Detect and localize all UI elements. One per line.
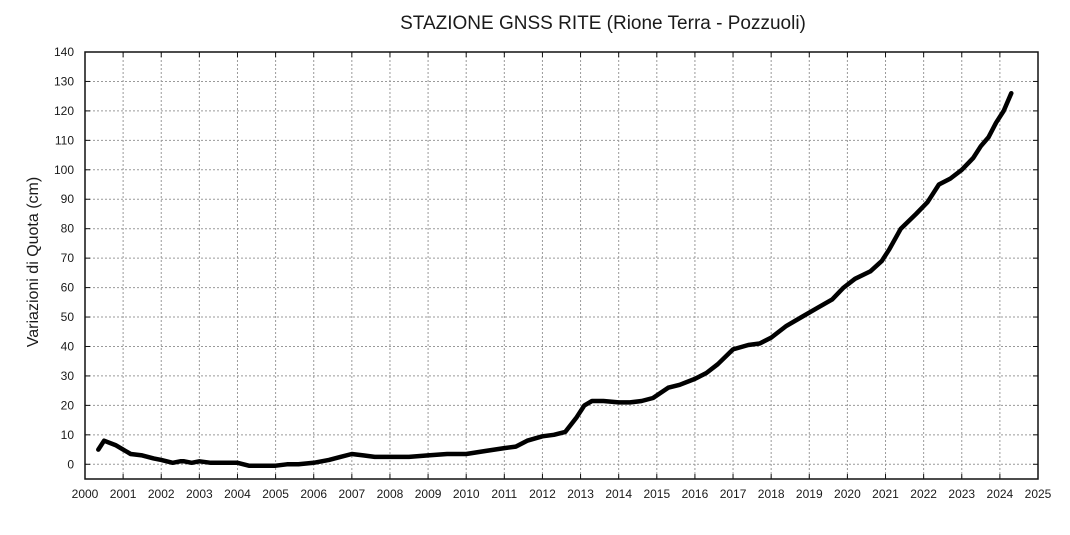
x-tick-label: 2010 bbox=[453, 487, 480, 501]
y-tick-label: 60 bbox=[61, 281, 75, 295]
grid bbox=[84, 51, 1039, 479]
x-tick-label: 2007 bbox=[338, 487, 365, 501]
x-tick-label: 2014 bbox=[605, 487, 632, 501]
x-tick-label: 2021 bbox=[872, 487, 899, 501]
y-tick-label: 40 bbox=[61, 339, 75, 353]
axis-ticks: 2000 2001 2002 2003 2004 2005 2006 2007 2008 2009… bbox=[54, 45, 1052, 501]
x-tick-label: 2019 bbox=[796, 487, 823, 501]
x-tick-label: 2011 bbox=[491, 487, 517, 501]
y-tick-label: 120 bbox=[54, 104, 74, 118]
x-tick-label: 2016 bbox=[682, 487, 709, 501]
chart-title: STAZIONE GNSS RITE (Rione Terra - Pozzuo… bbox=[400, 13, 806, 34]
y-tick-label: 0 bbox=[67, 457, 74, 471]
x-tick-label: 2017 bbox=[720, 487, 747, 501]
y-tick-label: 110 bbox=[55, 133, 74, 147]
x-tick-label: 2013 bbox=[567, 487, 594, 501]
x-tick-label: 2005 bbox=[262, 487, 289, 501]
x-tick-label: 2023 bbox=[948, 487, 975, 501]
y-tick-label: 20 bbox=[61, 398, 75, 412]
y-tick-label: 90 bbox=[61, 192, 75, 206]
x-tick-label: 2006 bbox=[300, 487, 327, 501]
x-tick-label: 2012 bbox=[529, 487, 556, 501]
x-tick-label: 2008 bbox=[377, 487, 404, 501]
y-tick-label: 30 bbox=[61, 369, 75, 383]
plot-frame bbox=[84, 51, 1039, 480]
y-tick-label: 70 bbox=[61, 251, 75, 265]
y-tick-label: 10 bbox=[61, 428, 75, 442]
x-tick-label: 2009 bbox=[415, 487, 442, 501]
x-tick-label: 2018 bbox=[758, 487, 785, 501]
series-layer bbox=[96, 90, 1014, 468]
x-tick-label: 2015 bbox=[643, 487, 670, 501]
x-tick-label: 2003 bbox=[186, 487, 213, 501]
x-tick-label: 2025 bbox=[1025, 487, 1052, 501]
y-tick-label: 100 bbox=[54, 163, 74, 177]
x-tick-label: 2004 bbox=[224, 487, 251, 501]
y-axis-label: Variazioni di Quota (cm) bbox=[25, 177, 42, 347]
y-tick-label: 130 bbox=[54, 74, 74, 88]
x-tick-label: 2001 bbox=[110, 487, 137, 501]
y-tick-label: 50 bbox=[61, 310, 75, 324]
series-line-0 bbox=[96, 90, 1014, 468]
y-tick-label: 140 bbox=[54, 45, 74, 59]
x-tick-label: 2002 bbox=[148, 487, 175, 501]
x-tick-label: 2024 bbox=[987, 487, 1014, 501]
x-tick-label: 2022 bbox=[910, 487, 937, 501]
x-tick-label: 2020 bbox=[834, 487, 861, 501]
y-tick-label: 80 bbox=[61, 222, 75, 236]
x-tick-label: 2000 bbox=[72, 487, 99, 501]
